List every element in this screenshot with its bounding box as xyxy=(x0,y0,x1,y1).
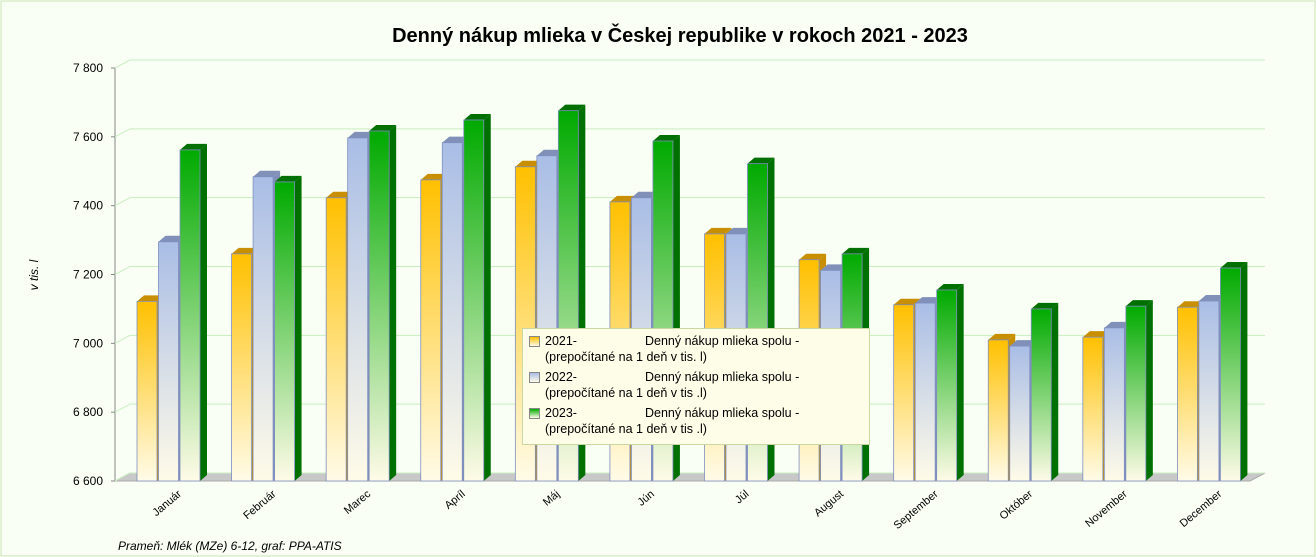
legend-label: 2021- Denný nákup mlieka spolu - (prepoč… xyxy=(545,334,800,364)
bar xyxy=(252,176,274,482)
y-tick-label: 7 600 xyxy=(73,130,103,144)
bar-top xyxy=(988,333,1016,340)
bar-top xyxy=(726,227,753,234)
legend-item: 2021- Denný nákup mlieka spolu - (prepoč… xyxy=(527,333,865,365)
y-tick-label: 7 000 xyxy=(73,336,103,350)
legend-swatch xyxy=(529,408,540,419)
bar xyxy=(463,119,485,482)
bar-top xyxy=(515,160,543,167)
bar-side xyxy=(483,113,491,481)
bar-top xyxy=(652,134,680,141)
bar xyxy=(1082,336,1104,482)
bar-top xyxy=(347,131,375,138)
grid-line xyxy=(114,266,1265,275)
legend-label: 2023- Denný nákup mlieka spolu - (prepoč… xyxy=(545,406,800,436)
bar xyxy=(987,339,1009,482)
y-tick-label: 6 600 xyxy=(73,474,103,488)
bar-top xyxy=(463,113,491,120)
source-note: Prameň: Mlék (MZe) 6-12, graf: PPA-ATIS xyxy=(118,539,342,553)
bar-top xyxy=(704,227,732,234)
grid-line xyxy=(114,128,1265,138)
legend-swatch xyxy=(529,336,540,347)
bar-top xyxy=(631,191,659,198)
grid-line xyxy=(114,197,1265,207)
bar-top xyxy=(158,235,186,242)
bar-top xyxy=(231,247,259,254)
bar-top xyxy=(326,191,354,198)
bar-top xyxy=(253,170,281,177)
y-tick-label: 6 800 xyxy=(73,405,103,419)
bar xyxy=(231,253,252,482)
bar-top xyxy=(420,173,448,180)
y-tick-label: 7 400 xyxy=(73,199,103,213)
bar-top xyxy=(820,264,848,271)
bar-top xyxy=(609,195,637,202)
bar-top xyxy=(1082,331,1110,338)
bar xyxy=(914,302,936,482)
bar-top xyxy=(558,104,586,111)
y-tick-label: 7 800 xyxy=(73,61,103,75)
legend-item: 2023- Denný nákup mlieka spolu - (prepoč… xyxy=(527,405,865,437)
bar-side xyxy=(294,175,302,481)
bar-top xyxy=(369,124,397,131)
bar-side xyxy=(389,124,397,482)
bar xyxy=(274,181,295,482)
bar xyxy=(1125,305,1147,482)
bar-top xyxy=(137,295,164,302)
bar xyxy=(1177,306,1198,482)
bar xyxy=(420,179,442,482)
grid-line xyxy=(114,59,1265,69)
bar-top xyxy=(180,143,207,150)
bar xyxy=(1198,300,1220,482)
bar-top xyxy=(842,247,870,254)
bar xyxy=(179,149,201,482)
bar-top xyxy=(893,298,921,305)
bar xyxy=(158,241,179,482)
legend-item: 2022- Denný nákup mlieka spolu - (prepoč… xyxy=(527,369,865,401)
bar-side xyxy=(200,143,207,481)
bar-side xyxy=(1240,261,1248,481)
bar-top xyxy=(936,283,964,290)
bar-top xyxy=(1009,340,1037,347)
bar-top xyxy=(442,136,470,143)
bar xyxy=(936,289,958,482)
bar xyxy=(1030,308,1052,482)
bar-top xyxy=(1198,295,1226,302)
bar xyxy=(893,304,915,482)
legend: 2021- Denný nákup mlieka spolu - (prepoč… xyxy=(522,328,870,445)
bar-top xyxy=(747,157,775,164)
chart-title: Denný nákup mlieka v Českej republike v … xyxy=(392,23,968,47)
bar xyxy=(441,142,463,482)
bar-top xyxy=(1104,321,1132,328)
bar xyxy=(1103,327,1125,482)
bar-top xyxy=(915,297,943,304)
bar xyxy=(347,137,369,482)
bar xyxy=(1009,345,1031,482)
bar-side xyxy=(956,283,964,481)
bar xyxy=(1220,267,1241,482)
bar xyxy=(136,300,158,482)
bar-top xyxy=(536,149,564,156)
bar-top xyxy=(799,253,827,260)
bar-top xyxy=(1220,261,1248,268)
legend-swatch xyxy=(529,372,540,383)
legend-label: 2022- Denný nákup mlieka spolu - (prepoč… xyxy=(545,370,800,400)
y-tick-label: 7 200 xyxy=(73,268,103,282)
bar-top xyxy=(1031,302,1059,309)
bar-side xyxy=(1051,302,1059,481)
bar-top xyxy=(1177,301,1205,308)
bar xyxy=(325,197,347,482)
bar-top xyxy=(274,175,302,182)
bar-top xyxy=(1125,300,1153,307)
bar xyxy=(368,130,390,482)
bar-side xyxy=(1145,300,1153,481)
grid-line xyxy=(114,334,1265,344)
y-axis-label: v tis. l xyxy=(27,259,41,290)
grid-line xyxy=(114,403,1265,413)
grid-line xyxy=(114,472,1265,482)
